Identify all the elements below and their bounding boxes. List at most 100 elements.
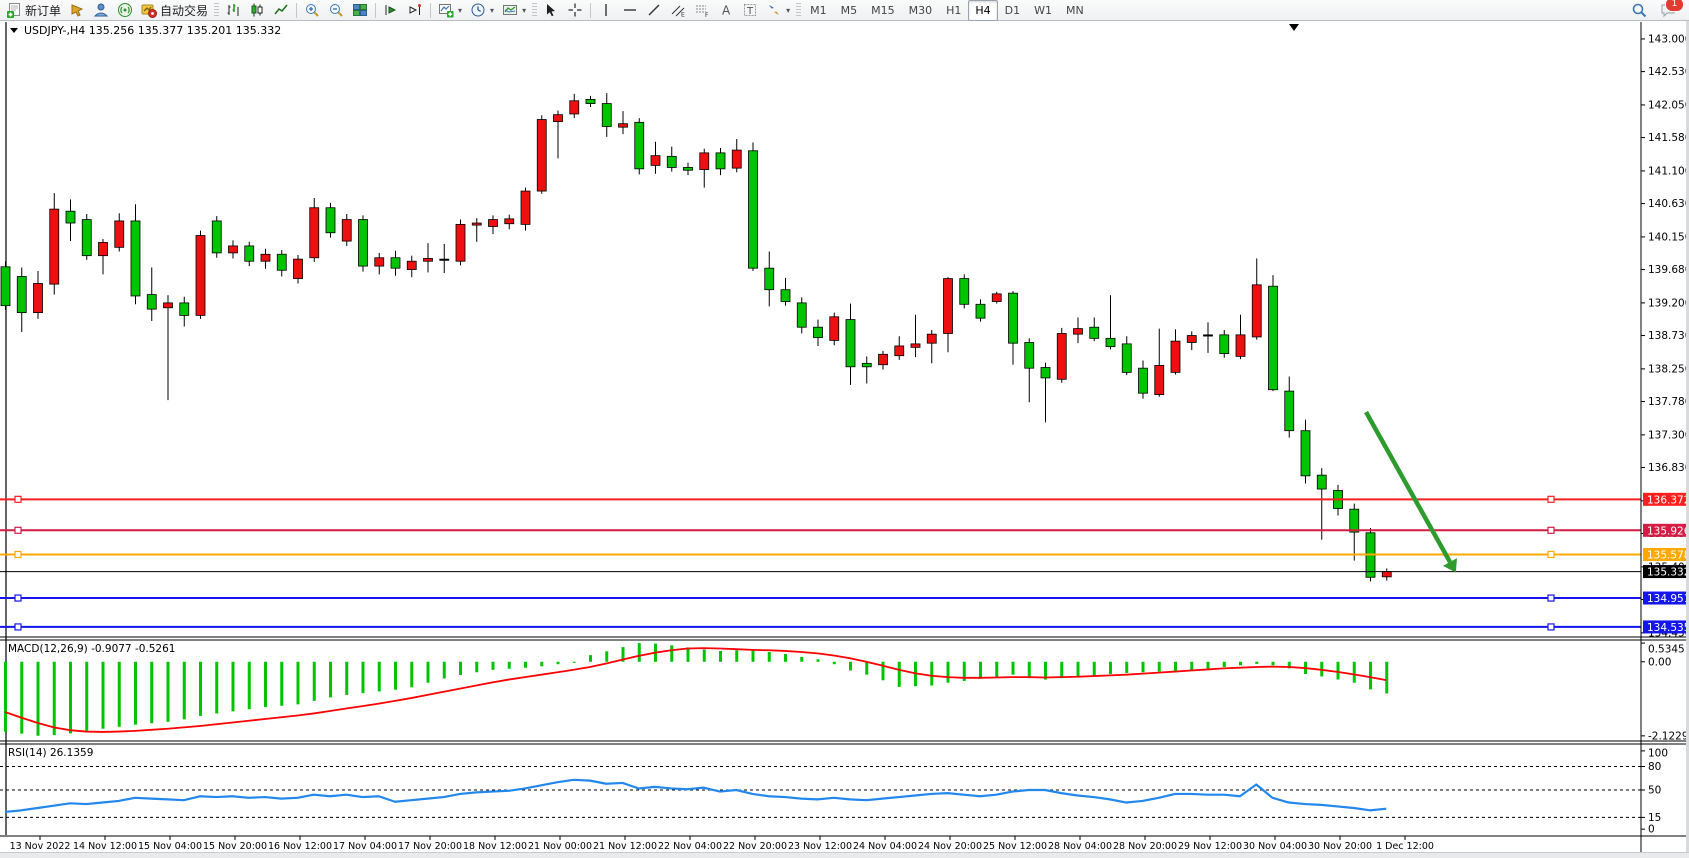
candle-body	[585, 98, 596, 104]
candlestick-chart-button[interactable]	[245, 0, 269, 21]
timeframe-M5[interactable]: M5	[840, 3, 858, 17]
rsi-pane	[0, 745, 1689, 835]
candle-body	[894, 345, 905, 357]
candle-body	[683, 167, 693, 171]
arrow-object-line[interactable]	[1364, 410, 1452, 564]
toolbar-grip[interactable]	[214, 2, 220, 18]
time-axis-label: 28 Nov 20:00	[1113, 841, 1177, 852]
macd-axis-label: -2.1229	[1648, 730, 1689, 742]
timeframe-W1[interactable]: W1	[1034, 3, 1052, 17]
line-chart-button[interactable]	[269, 0, 293, 21]
line-handle[interactable]	[14, 550, 22, 559]
auto-trading-button[interactable]: 自动交易	[137, 0, 212, 21]
candle-body	[16, 276, 27, 314]
line-handle[interactable]	[1547, 495, 1555, 503]
cursor-tool-button[interactable]	[539, 0, 563, 21]
macd-signal-line	[4, 647, 1387, 733]
timeframe-M30[interactable]: M30	[908, 3, 933, 17]
text-icon: A	[722, 4, 731, 18]
candle-body	[829, 316, 840, 341]
signals-button[interactable]	[113, 0, 137, 21]
fibonacci-tool[interactable]: F	[690, 0, 714, 21]
price-axis-label: 141.100	[1648, 165, 1689, 177]
arrows-dropdown[interactable]: ▾	[762, 0, 794, 21]
add-indicator-dropdown[interactable]: ▾	[434, 0, 466, 21]
chart-shift-button[interactable]	[403, 0, 427, 21]
auto-scroll-icon	[385, 5, 397, 15]
chart-title-dropdown-icon[interactable]	[10, 28, 18, 33]
candle-body	[553, 114, 563, 123]
candle-body	[634, 121, 645, 170]
template-dropdown[interactable]: ▾	[498, 0, 530, 21]
line-handle[interactable]	[14, 495, 22, 503]
price-axis-label: 142.530	[1648, 66, 1689, 78]
price-line-badge	[1643, 492, 1689, 506]
market-watch-button[interactable]	[89, 0, 113, 21]
auto-scroll-button[interactable]	[379, 0, 403, 21]
price-axis-label: 141.580	[1648, 132, 1689, 144]
candle-body	[699, 152, 710, 170]
time-axis-label: 17 Nov 04:00	[333, 841, 397, 852]
line-handle[interactable]	[1547, 526, 1555, 534]
quick-ticket-button[interactable]	[65, 0, 89, 21]
trendline-tool[interactable]	[642, 0, 666, 21]
time-axis-label: 13 Nov 2022	[10, 841, 71, 852]
crosshair-tool-button[interactable]	[563, 0, 587, 21]
chart-shift-marker[interactable]	[1289, 24, 1299, 31]
candle-body	[455, 224, 466, 262]
line-handle[interactable]	[1547, 623, 1555, 631]
toolbar-grip[interactable]	[796, 2, 802, 18]
time-axis-label: 16 Nov 12:00	[268, 841, 332, 852]
signal-icon	[118, 3, 133, 17]
arrow-object-head[interactable]	[1443, 558, 1457, 573]
candle-body	[293, 258, 303, 279]
rsi-line	[4, 778, 1387, 814]
line-handle[interactable]	[1547, 594, 1555, 602]
text-tool[interactable]: A	[714, 0, 738, 21]
time-axis-label: 28 Nov 04:00	[1048, 841, 1112, 852]
rsi-indicator-label: RSI(14) 26.1359	[8, 747, 93, 759]
price-line-badge-text: 134.535	[1647, 622, 1689, 634]
candle-body	[406, 260, 417, 270]
candle-body	[666, 155, 677, 168]
vertical-line-tool[interactable]	[594, 0, 618, 21]
zoom-out-button[interactable]	[324, 0, 348, 21]
candle-body	[878, 353, 888, 366]
candle-body	[1089, 326, 1100, 339]
horizontal-line-tool[interactable]	[618, 0, 642, 21]
timeframe-dropdown[interactable]: ▾	[466, 0, 498, 21]
tile-windows-button[interactable]	[348, 0, 372, 21]
timeframe-H1[interactable]: H1	[946, 3, 962, 17]
candle-body	[341, 219, 352, 242]
timeframe-D1[interactable]: D1	[1004, 3, 1021, 17]
candle-body	[975, 303, 986, 319]
text-label-tool[interactable]: T	[738, 0, 762, 21]
price-axis-label: 140.150	[1648, 231, 1689, 243]
new-order-button[interactable]: 新订单	[2, 0, 65, 21]
timeframe-M15[interactable]: M15	[871, 3, 895, 17]
line-handle[interactable]	[14, 623, 22, 631]
search-button[interactable]	[1627, 0, 1652, 21]
toolbar-grip[interactable]	[532, 2, 538, 18]
channel-tool[interactable]: E	[666, 0, 690, 21]
line-handle[interactable]	[14, 594, 22, 602]
bar-chart-button[interactable]	[221, 0, 245, 21]
timeframe-MN[interactable]: MN	[1066, 3, 1084, 17]
line-handle[interactable]	[14, 526, 22, 534]
time-axis-label: 29 Nov 12:00	[1178, 841, 1242, 852]
timeframe-H4[interactable]: H4	[968, 0, 998, 21]
candle-body	[374, 257, 385, 267]
notifications-button[interactable]: 1	[1656, 0, 1684, 21]
candle-body	[49, 208, 60, 285]
timeframe-M1[interactable]: M1	[810, 3, 827, 17]
zoom-in-button[interactable]	[300, 0, 324, 21]
candle-body	[1008, 292, 1018, 344]
candle-body	[910, 343, 921, 348]
line-handle[interactable]	[1547, 550, 1555, 559]
price-axis-label: 136.830	[1648, 462, 1689, 474]
rsi-axis-label: 15	[1648, 812, 1661, 824]
candle-body	[1203, 334, 1213, 337]
macd-axis-label: 0.00	[1648, 656, 1671, 668]
candle-body	[1381, 571, 1392, 578]
